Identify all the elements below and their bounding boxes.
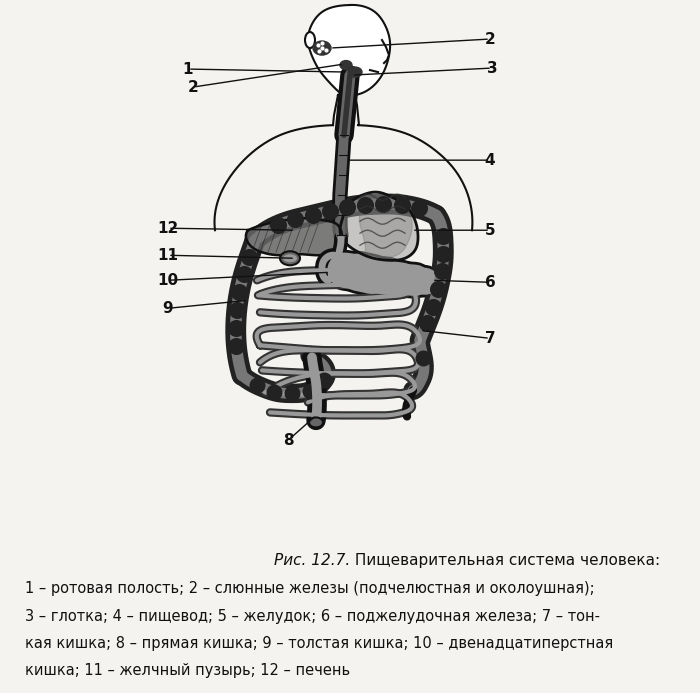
Text: 2: 2 [484,32,496,46]
Text: 11: 11 [158,248,178,263]
Text: 8: 8 [283,433,293,448]
Text: 10: 10 [158,273,178,288]
Text: 7: 7 [484,331,496,346]
Polygon shape [246,218,342,255]
Text: 3: 3 [486,60,497,76]
Polygon shape [308,5,390,96]
Text: 4: 4 [484,152,496,168]
Text: 12: 12 [158,221,178,236]
Text: Рис. 12.7.: Рис. 12.7. [274,552,350,568]
Text: 6: 6 [484,275,496,290]
Polygon shape [359,197,412,258]
Text: 2: 2 [188,80,198,94]
Text: 9: 9 [162,301,174,316]
Ellipse shape [283,254,297,262]
Ellipse shape [280,252,300,265]
Text: 1 – ротовая полость; 2 – слюнные железы (подчелюстная и околоушная);: 1 – ротовая полость; 2 – слюнные железы … [25,581,594,596]
Ellipse shape [305,32,315,48]
Polygon shape [340,192,418,261]
Text: 3 – глотка; 4 – пищевод; 5 – желудок; 6 – поджелудочная железа; 7 – тон-: 3 – глотка; 4 – пищевод; 5 – желудок; 6 … [25,608,600,624]
Text: кишка; 11 – желчный пузырь; 12 – печень: кишка; 11 – желчный пузырь; 12 – печень [25,663,350,678]
Ellipse shape [348,67,362,77]
Text: Пищеварительная система человека:: Пищеварительная система человека: [350,552,660,568]
Ellipse shape [313,41,331,55]
Ellipse shape [309,417,323,428]
Text: кая кишка; 8 – прямая кишка; 9 – толстая кишка; 10 – двенадцатиперстная: кая кишка; 8 – прямая кишка; 9 – толстая… [25,636,613,651]
Ellipse shape [340,60,352,69]
Text: 5: 5 [484,222,496,238]
Text: 1: 1 [183,62,193,76]
